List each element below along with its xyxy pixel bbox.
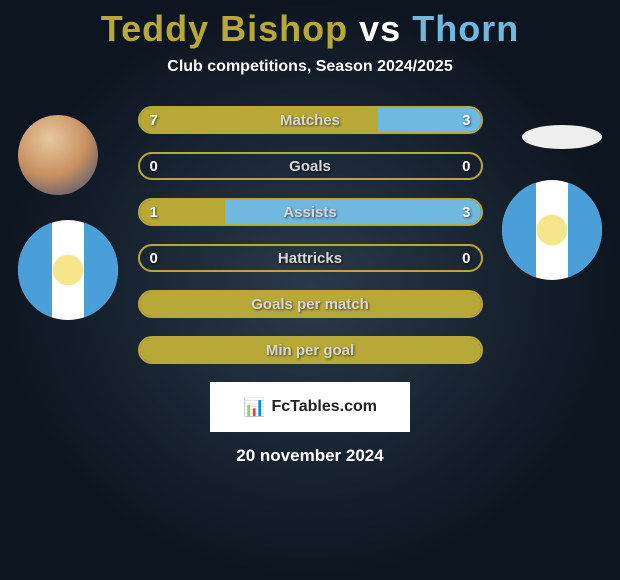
stats-container: 7 3 Matches 0 0 Goals 1 3 Assists 0 0 Hattricks Goal… [138,106,483,364]
stat-value-p1: 1 [150,204,158,221]
stat-label: Hattricks [278,250,342,267]
player1-club-badge [18,220,118,320]
player2-avatar [522,125,602,149]
stat-row: 1 3 Assists [138,198,483,226]
comparison-title: Teddy Bishop vs Thorn [0,0,620,50]
stat-value-p2: 3 [462,204,470,221]
vs-text: vs [359,8,401,49]
stat-label: Min per goal [266,342,354,359]
stat-fill-p1 [140,108,379,132]
player2-name: Thorn [412,8,519,49]
watermark-text: FcTables.com [271,398,377,416]
stat-value-p2: 0 [462,250,470,267]
stat-row: 0 0 Hattricks [138,244,483,272]
subtitle: Club competitions, Season 2024/2025 [0,58,620,76]
watermark: 📊 FcTables.com [210,382,410,432]
player2-club-badge [502,180,602,280]
stat-label: Goals [289,158,331,175]
stat-label: Goals per match [251,296,369,313]
stat-row: 7 3 Matches [138,106,483,134]
chart-icon: 📊 [243,397,265,418]
stat-value-p1: 0 [150,158,158,175]
stat-label: Matches [280,112,340,129]
stat-value-p2: 3 [462,112,470,129]
stat-value-p1: 0 [150,250,158,267]
stat-value-p1: 7 [150,112,158,129]
player1-name: Teddy Bishop [101,8,348,49]
snapshot-date: 20 november 2024 [0,446,620,466]
stat-row: 0 0 Goals [138,152,483,180]
stat-row: Goals per match [138,290,483,318]
stat-label: Assists [283,204,336,221]
stat-value-p2: 0 [462,158,470,175]
stat-fill-p2 [225,200,481,224]
player1-avatar [18,115,98,195]
stat-row: Min per goal [138,336,483,364]
